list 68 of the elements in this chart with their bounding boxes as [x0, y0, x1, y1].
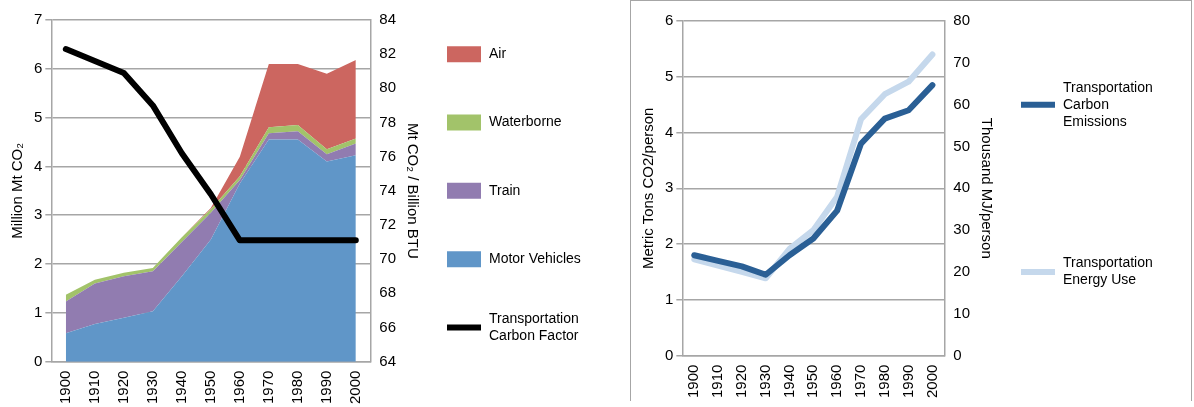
y2-tick-label: 72 [379, 215, 396, 233]
y2-tick-label: 10 [953, 303, 970, 321]
x-tick-label: 1940 [171, 370, 189, 405]
x-tick-label: 2000 [345, 370, 363, 405]
x-tick-label: 1990 [316, 370, 334, 405]
x-tick-label: 1900 [684, 364, 702, 399]
x-tick-label: 1940 [779, 364, 797, 399]
legend-label: Motor Vehicles [489, 250, 581, 266]
legend-label: Air [489, 45, 507, 62]
y-tick-label: 5 [34, 107, 43, 125]
y2-tick-label: 0 [953, 345, 962, 363]
y2-axis-title: Thousand MJ/person [978, 117, 996, 259]
x-tick-label: 1970 [258, 370, 276, 405]
y2-tick-label: 64 [379, 351, 396, 369]
x-tick-label: 1960 [229, 370, 247, 405]
y2-tick-label: 74 [379, 180, 396, 198]
y-tick-label: 2 [34, 254, 43, 272]
y2-tick-label: 80 [953, 11, 970, 29]
y-tick-label: 3 [34, 205, 43, 223]
y-tick-label: 7 [34, 10, 43, 28]
x-tick-label: 1930 [142, 370, 160, 405]
legend-label: Train [489, 181, 521, 198]
y2-tick-label: 82 [379, 44, 396, 62]
y2-tick-label: 66 [379, 317, 396, 335]
y-tick-label: 4 [665, 122, 674, 140]
y2-tick-label: 70 [953, 52, 970, 70]
y2-tick-label: 68 [379, 283, 396, 301]
x-tick-label: 1970 [851, 364, 869, 399]
y-tick-label: 4 [34, 156, 43, 174]
y-tick-label: 0 [34, 351, 43, 369]
y2-tick-label: 76 [379, 146, 396, 164]
x-tick-label: 1960 [827, 364, 845, 399]
x-tick-label: 1950 [200, 370, 218, 405]
y-tick-label: 2 [665, 234, 674, 252]
x-tick-label: 1910 [84, 370, 102, 405]
legend-label: Transportation Energy Use [1063, 254, 1153, 288]
y-axis-title: Million Mt CO₂ [8, 142, 26, 239]
x-tick-label: 1950 [803, 364, 821, 399]
y2-tick-label: 84 [379, 10, 396, 28]
x-tick-label: 1990 [898, 364, 916, 399]
y2-tick-label: 20 [953, 262, 970, 280]
y2-tick-label: 40 [953, 178, 970, 196]
y-tick-label: 3 [665, 178, 674, 196]
y2-tick-label: 78 [379, 112, 396, 130]
x-tick-label: 1910 [708, 364, 726, 399]
legend-label: Transportation Carbon Factor [489, 309, 579, 343]
x-tick-label: 1980 [874, 364, 892, 399]
x-tick-label: 1900 [55, 370, 73, 405]
y2-tick-label: 50 [953, 136, 970, 154]
y-tick-label: 0 [665, 345, 674, 363]
x-tick-label: 1980 [287, 370, 305, 405]
y-tick-label: 6 [34, 58, 43, 76]
y-tick-label: 5 [665, 66, 674, 84]
y2-tick-label: 60 [953, 94, 970, 112]
y2-tick-label: 80 [379, 78, 396, 96]
y-axis-title: Metric Tons CO2/person [639, 107, 657, 270]
x-tick-label: 1920 [113, 370, 131, 405]
legend-label: Waterborne [489, 113, 562, 130]
y2-tick-label: 30 [953, 220, 970, 238]
y-tick-label: 1 [34, 302, 43, 320]
legend-label: Transportation Carbon Emissions [1063, 78, 1153, 129]
x-tick-label: 1930 [755, 364, 773, 399]
x-tick-label: 2000 [922, 364, 940, 399]
y2-axis-title: Mt CO₂ / Billion BTU [404, 122, 422, 259]
y2-tick-label: 70 [379, 249, 396, 267]
y-tick-label: 1 [665, 290, 674, 307]
x-tick-label: 1920 [732, 364, 750, 399]
y-tick-label: 6 [665, 11, 674, 29]
